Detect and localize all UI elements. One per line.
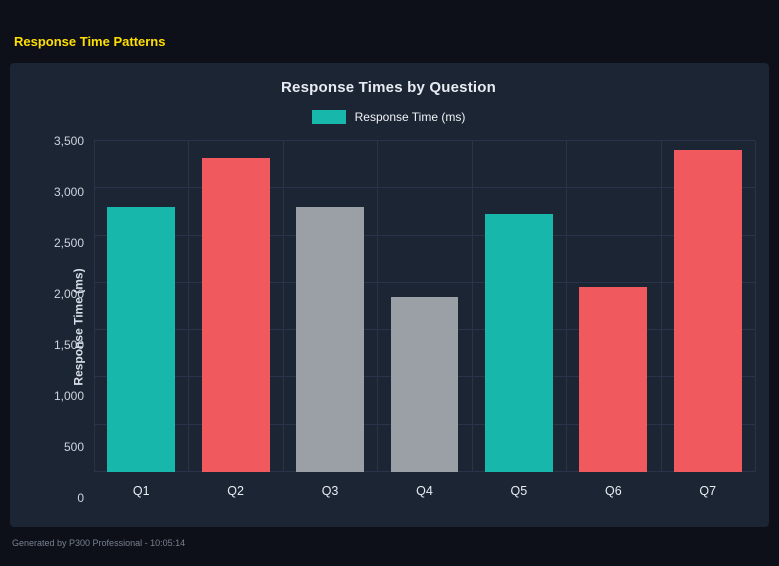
bar-q4[interactable] [390, 297, 459, 472]
x-tick-label: Q1 [132, 484, 150, 498]
legend-swatch[interactable] [311, 110, 346, 124]
gridline-vertical [566, 141, 568, 472]
gridline-vertical [660, 141, 662, 472]
legend: Response Time (ms) [22, 109, 755, 125]
footer-text: Generated by P300 Professional - 10:05:1… [12, 538, 186, 548]
bar-q1[interactable] [107, 207, 176, 472]
bar-q6[interactable] [579, 286, 648, 472]
chart-body: Response Time (ms) 0 500 1,000 1,500 2,000 2,… [22, 134, 756, 505]
gridline-vertical [471, 141, 473, 472]
bar-q7[interactable] [673, 150, 742, 472]
x-tick-label: Q6 [604, 484, 622, 498]
y-tick-label: 0 [77, 491, 84, 505]
y-tick-label: 2,500 [53, 236, 84, 250]
bar-q2[interactable] [201, 158, 270, 472]
y-tick-label: 3,000 [53, 185, 84, 199]
plot-column: Q1 Q2 Q3 Q4 Q5 Q6 Q7 [94, 140, 756, 498]
y-axis-ticks: 0 500 1,000 1,500 2,000 2,500 3,000 3,500 [44, 134, 94, 505]
legend-label[interactable]: Response Time (ms) [354, 110, 466, 124]
chart-panel: Response Times by Question Response Time… [10, 63, 769, 527]
gridline-horizontal [94, 187, 755, 189]
x-tick-label: Q2 [227, 484, 244, 498]
bar-q3[interactable] [296, 207, 365, 472]
gridline-vertical [377, 141, 379, 472]
gridline-vertical [282, 141, 284, 472]
bar-q5[interactable] [484, 213, 553, 472]
x-tick-label: Q5 [510, 484, 528, 498]
gridline-vertical [755, 141, 756, 472]
gridline-horizontal [94, 234, 755, 236]
x-tick-label: Q4 [416, 484, 433, 498]
y-tick-label: 3,500 [53, 134, 84, 148]
y-tick-label: 1,500 [53, 338, 84, 352]
chart-plot-area[interactable] [94, 140, 756, 472]
gridline-vertical [94, 141, 95, 472]
x-axis-ticks: Q1 Q2 Q3 Q4 Q5 Q6 Q7 [94, 472, 755, 498]
page-title: Response Time Patterns [14, 34, 166, 49]
x-tick-label: Q7 [699, 484, 717, 498]
gridline-horizontal [94, 140, 755, 141]
y-tick-label: 500 [63, 440, 84, 454]
y-axis-title-column: Response Time (ms) [22, 141, 86, 498]
y-tick-label: 2,000 [53, 287, 84, 301]
gridline-horizontal [94, 281, 755, 283]
y-tick-label: 1,000 [53, 389, 84, 403]
chart-title: Response Times by Question [281, 79, 496, 96]
gridline-vertical [188, 141, 190, 472]
x-tick-label: Q3 [321, 484, 339, 498]
